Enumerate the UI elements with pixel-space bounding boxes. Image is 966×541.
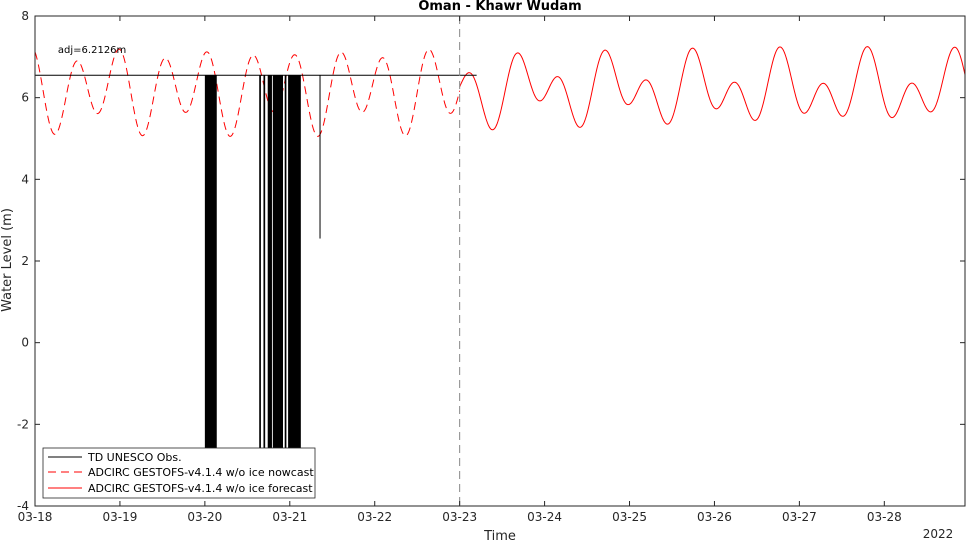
year-label: 2022 <box>923 527 954 541</box>
x-tick-label: 03-28 <box>867 510 902 524</box>
y-axis: -4 -2 0 2 4 6 8 <box>17 9 965 513</box>
obs-spike <box>263 75 266 449</box>
x-tick-label: 03-24 <box>527 510 562 524</box>
adj-annotation: adj=6.2126m <box>58 45 126 56</box>
obs-spike <box>259 75 261 449</box>
y-tick-label: -4 <box>17 499 29 513</box>
legend: TD UNESCO Obs. ADCIRC GESTOFS-v4.1.4 w/o… <box>42 447 316 499</box>
x-axis: 03-18 03-19 03-20 03-21 03-22 03-23 03-24 03-25… <box>18 16 902 524</box>
y-tick-label: 4 <box>21 172 29 186</box>
obs-spike <box>204 75 217 449</box>
plot-area <box>35 16 965 506</box>
x-tick-label: 03-21 <box>272 510 307 524</box>
legend-entry-obs: TD UNESCO Obs. <box>87 451 182 464</box>
y-tick-label: 6 <box>21 91 29 105</box>
series-layer <box>34 46 966 449</box>
x-tick-label: 03-18 <box>18 510 53 524</box>
y-tick-label: 0 <box>21 336 29 350</box>
obs-spike <box>284 75 287 449</box>
x-tick-label: 03-27 <box>782 510 817 524</box>
y-axis-label: Water Level (m) <box>0 208 15 312</box>
x-axis-label: Time <box>483 529 516 541</box>
x-tick-label: 03-22 <box>357 510 392 524</box>
obs-spike <box>267 75 272 449</box>
obs-spike <box>288 75 301 449</box>
x-tick-label: 03-25 <box>612 510 647 524</box>
y-tick-label: 2 <box>21 254 29 268</box>
legend-entry-nowcast: ADCIRC GESTOFS-v4.1.4 w/o ice nowcast <box>88 466 314 479</box>
y-tick-label: 8 <box>21 9 29 23</box>
obs-spike <box>272 75 283 449</box>
y-tick-label: -2 <box>17 417 29 431</box>
legend-box <box>42 447 316 499</box>
x-tick-label: 03-23 <box>442 510 477 524</box>
chart-title: Oman - Khawr Wudam <box>418 0 581 14</box>
x-tick-label: 03-19 <box>102 510 137 524</box>
x-tick-label: 03-26 <box>697 510 732 524</box>
obs-spike <box>319 75 321 239</box>
x-tick-label: 03-20 <box>187 510 222 524</box>
legend-entry-forecast: ADCIRC GESTOFS-v4.1.4 w/o ice forecast <box>88 482 313 495</box>
forecast-series-line <box>459 46 966 131</box>
